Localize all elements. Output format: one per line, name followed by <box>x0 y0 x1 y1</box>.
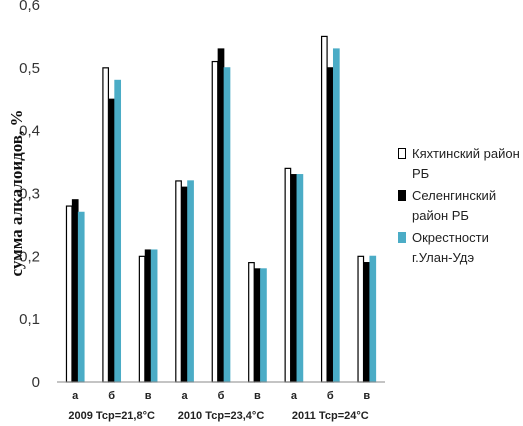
bar <box>65 205 73 383</box>
x-category-label: б <box>218 390 225 402</box>
bar <box>217 48 225 383</box>
x-category-label: а <box>291 390 298 402</box>
legend-label-kyakhta: Кяхтинский район РБ <box>412 146 520 181</box>
bar <box>138 255 146 383</box>
y-tick-label: 0,6 <box>19 0 40 14</box>
bar <box>71 199 79 383</box>
x-category-label: б <box>108 390 115 402</box>
legend-swatch-kyakhta <box>398 148 406 159</box>
bar <box>223 67 231 383</box>
legend-item-ulan-ude: Окрестности г.Улан-Удэ <box>398 228 520 268</box>
bar <box>77 211 85 383</box>
bar <box>150 249 158 383</box>
legend-swatch-selenga <box>398 190 406 201</box>
legend-label-selenga: Селенгинский район РБ <box>412 188 497 223</box>
y-tick-label: 0 <box>32 374 40 391</box>
x-category-label: а <box>72 390 79 402</box>
bar <box>260 268 267 383</box>
bar <box>187 180 194 383</box>
x-category-label: в <box>145 390 152 402</box>
x-group-label: 2010 Тср=23,4°С <box>178 410 265 422</box>
bar <box>108 98 116 383</box>
x-group-label: 2009 Тср=21,8°С <box>68 410 155 422</box>
x-category-label: в <box>254 390 261 402</box>
bar <box>296 174 304 383</box>
bar <box>326 67 334 383</box>
bar <box>332 48 340 383</box>
y-tick-label: 0,4 <box>19 123 40 140</box>
bar <box>357 255 365 383</box>
bar <box>290 174 298 383</box>
bar <box>114 79 122 383</box>
legend-label-ulan-ude: Окрестности г.Улан-Удэ <box>412 230 489 265</box>
bar <box>211 60 219 383</box>
y-tick-label: 0,5 <box>19 60 40 77</box>
bar <box>320 35 328 383</box>
y-tick-label: 0,2 <box>19 248 40 265</box>
x-category-label: а <box>181 390 188 402</box>
bar <box>248 262 255 383</box>
x-category-label: в <box>363 390 370 402</box>
y-axis-label: сумма алкалоидов, % <box>7 110 26 277</box>
bar <box>284 167 292 383</box>
bar <box>181 186 188 383</box>
y-tick-label: 0,3 <box>19 186 40 203</box>
x-group-label: 2011 Тср=24°С <box>292 410 369 422</box>
legend-swatch-ulan-ude <box>398 232 406 243</box>
bar <box>363 262 371 383</box>
legend: Кяхтинский район РБ Селенгинский район Р… <box>398 144 520 270</box>
y-tick-label: 0,1 <box>19 311 40 328</box>
bar <box>144 249 152 383</box>
legend-item-kyakhta: Кяхтинский район РБ <box>398 144 520 184</box>
legend-item-selenga: Селенгинский район РБ <box>398 186 520 226</box>
bar <box>254 268 261 383</box>
x-category-label: б <box>327 390 334 402</box>
bar <box>175 180 182 383</box>
bar <box>102 67 110 383</box>
bar <box>369 255 377 383</box>
